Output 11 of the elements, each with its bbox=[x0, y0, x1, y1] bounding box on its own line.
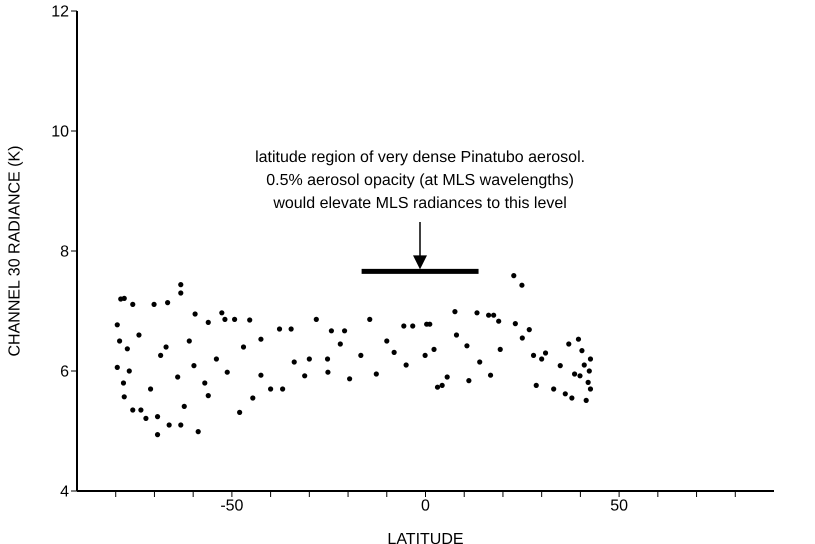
x-tick-label: -50 bbox=[220, 497, 244, 514]
y-tick-label: 6 bbox=[60, 364, 70, 381]
x-axis-title: LATITUDE bbox=[387, 531, 464, 544]
y-tick-label: 8 bbox=[60, 244, 70, 261]
y-tick-label: 4 bbox=[60, 484, 70, 501]
x-tick-label: 50 bbox=[610, 497, 628, 514]
y-tick-label: 10 bbox=[51, 124, 70, 141]
annotation: latitude region of very dense Pinatubo aerosol. 0.5% aerosol opacity (at MLS wavelengths) would elevate MLS radiances to this level bbox=[254, 148, 586, 214]
y-tick-label: 12 bbox=[51, 4, 70, 21]
y-axis-title: CHANNEL 30 RADIANCE (K) bbox=[6, 145, 24, 357]
x-tick-label: 0 bbox=[421, 497, 430, 514]
